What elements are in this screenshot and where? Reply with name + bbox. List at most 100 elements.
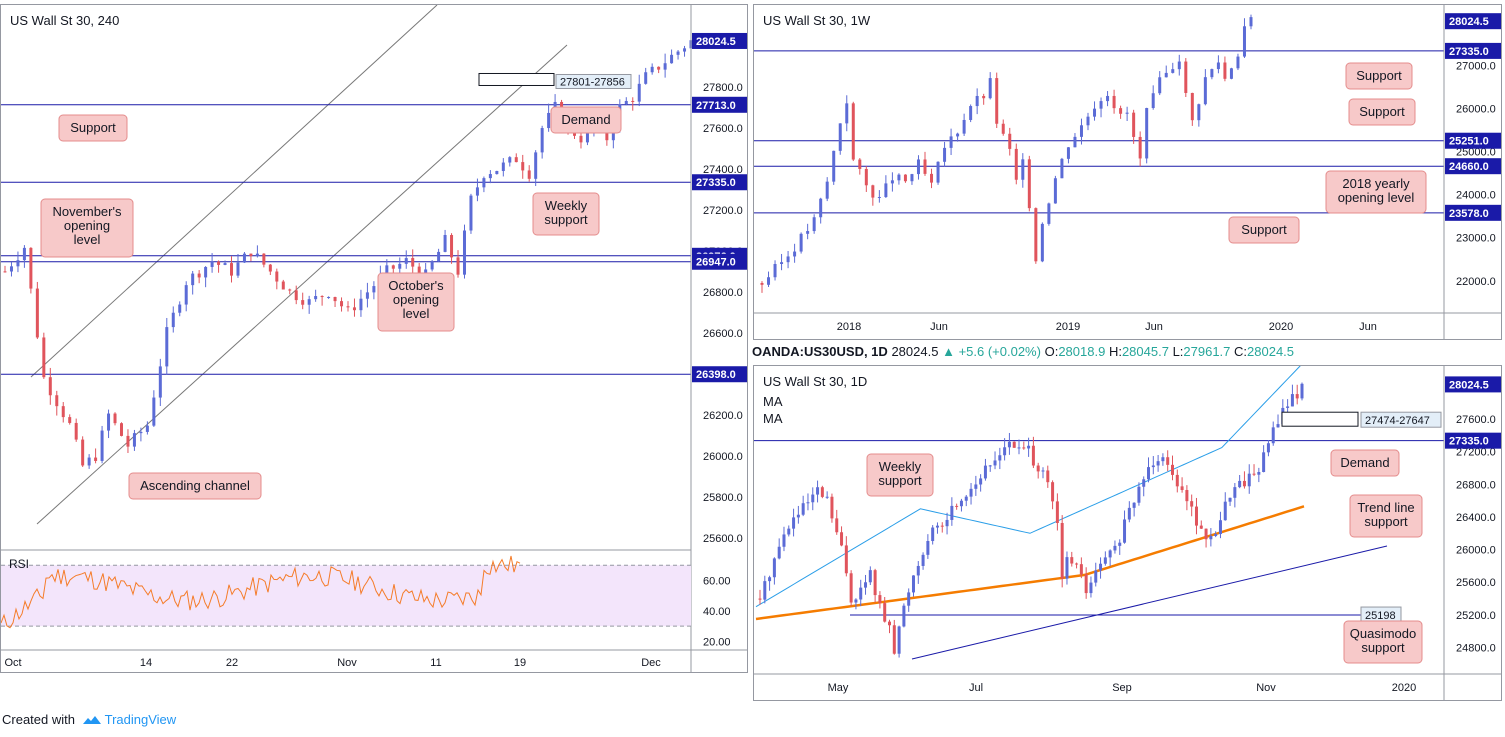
w-candle-18 (877, 197, 881, 199)
d-candle-85 (1166, 457, 1170, 465)
h4-chart[interactable]: 27801-27856 25600.0 25800.0 26000.0 26200.0 2… (1, 5, 748, 673)
w-candle-73 (1236, 56, 1240, 69)
h4-candle-41 (268, 264, 272, 272)
h4-candle-73 (475, 187, 479, 196)
h4-candle-16 (107, 413, 111, 431)
d-note-quasimodo-line-0: Quasimodo (1350, 626, 1416, 641)
d-candle-37 (935, 525, 939, 528)
h4-candle-97 (631, 100, 635, 102)
h4-candle-10 (68, 417, 72, 423)
w-x-tick-1: Jun (930, 321, 948, 333)
w-x-tick-5: Jun (1359, 321, 1377, 333)
w-candle-38 (1008, 133, 1012, 149)
d-candle-25 (878, 595, 882, 604)
w-candle-1 (767, 277, 771, 285)
h4-price-tag-0-bg (692, 32, 747, 49)
d-y-tick-4: 26400.0 (1456, 512, 1496, 524)
weekly-chart[interactable]: 22000.0 23000.0 24000.0 25000.0 26000.0 27000… (754, 5, 1502, 340)
d-candle-86 (1170, 464, 1174, 475)
h4-channel-lower (36, 44, 568, 525)
h4-candle-43 (281, 281, 285, 290)
d-candle-94 (1209, 535, 1213, 540)
d-candle-112 (1295, 394, 1299, 399)
h4-candle-75 (488, 174, 492, 179)
w-candle-28 (943, 147, 947, 162)
h4-candle-77 (501, 162, 505, 172)
h4-rsi-tick-2: 60.00 (703, 575, 731, 587)
h4-candle-31 (204, 266, 208, 278)
h4-zone-label: 27801-27856 (560, 76, 625, 88)
d-candle-61 (1051, 482, 1055, 502)
w-candle-54 (1112, 95, 1116, 109)
h4-candle-69 (450, 234, 454, 258)
d-candle-12 (816, 487, 820, 495)
daily-chart[interactable]: 27474-27647 25198 24800.0 25200.0 25600.0 260… (754, 366, 1502, 701)
d-candle-80 (1142, 479, 1146, 487)
h4-note-support-line-0: Support (70, 120, 116, 135)
h4-candle-52 (340, 301, 344, 307)
h4-candle-25 (165, 327, 169, 367)
d-candle-101 (1242, 480, 1246, 487)
d-candle-79 (1137, 486, 1141, 503)
d-y-tick-7: 27600.0 (1456, 414, 1496, 426)
d-candle-66 (1075, 563, 1079, 565)
w-candle-13 (845, 103, 849, 124)
w-price-tag-2-bg (1445, 132, 1501, 149)
d-candle-1 (763, 581, 767, 600)
d-candle-81 (1147, 467, 1151, 480)
w-price-tag-4-bg (1445, 204, 1501, 221)
d-candle-57 (1031, 445, 1035, 466)
w-candle-7 (806, 231, 810, 234)
legend-symbol: OANDA:US30USD, 1D (752, 344, 888, 359)
h4-candle-50 (327, 296, 331, 298)
d-candle-13 (820, 487, 824, 497)
w-price-tag-1: 27335.0 (1449, 46, 1489, 58)
w-candle-27 (936, 161, 940, 183)
h4-candle-60 (391, 265, 395, 269)
h4-price-tag-5-bg (692, 366, 747, 383)
h4-candle-62 (404, 258, 408, 264)
h4-candle-80 (521, 162, 525, 171)
w-candle-59 (1145, 108, 1149, 159)
d-candle-73 (1108, 550, 1112, 558)
w-candle-56 (1125, 112, 1129, 114)
w-candle-71 (1223, 62, 1227, 79)
w-candle-5 (793, 251, 797, 257)
d-candle-95 (1214, 534, 1218, 536)
w-note-yearly-line-0: 2018 yearly (1342, 176, 1410, 191)
w-note-yearly-box (1325, 170, 1427, 214)
h4-candle-104 (676, 51, 680, 55)
d-note-demand-line-0: Demand (1340, 455, 1389, 470)
h4-chart-panel[interactable]: 27801-27856 25600.0 25800.0 26000.0 26200.0 2… (0, 4, 748, 673)
h4-zone-label-bg (555, 73, 632, 89)
d-candle-3 (772, 558, 776, 578)
d-note-trend-box (1349, 494, 1423, 538)
w-candle-50 (1086, 116, 1090, 126)
d-candle-50 (998, 455, 1002, 461)
daily-chart-panel[interactable]: 27474-27647 25198 24800.0 25200.0 25600.0 260… (753, 365, 1502, 701)
h4-channel-upper (30, 5, 438, 378)
w-note-support-3-line-0: Support (1241, 222, 1287, 237)
legend-high: 28045.7 (1121, 344, 1169, 359)
d-candle-52 (1007, 441, 1011, 448)
d-candle-74 (1113, 545, 1117, 551)
d-y-tick-1: 25200.0 (1456, 610, 1496, 622)
w-candle-25 (923, 159, 927, 174)
h4-note-demand-line-0: Demand (561, 112, 610, 127)
d-candle-8 (796, 514, 800, 518)
h4-candle-68 (443, 234, 447, 252)
weekly-chart-panel[interactable]: 22000.0 23000.0 24000.0 25000.0 26000.0 27000… (753, 4, 1502, 340)
h4-candle-22 (145, 425, 149, 432)
h4-note-oct-open-line-1: opening (393, 292, 439, 307)
h4-candle-102 (663, 63, 667, 70)
w-candle-42 (1034, 208, 1038, 262)
w-candle-43 (1040, 223, 1044, 262)
w-candle-64 (1177, 61, 1181, 70)
d-candle-7 (792, 517, 796, 529)
h4-candle-48 (314, 296, 318, 300)
w-price-tag-4: 23578.0 (1449, 208, 1489, 220)
footer-brand[interactable]: TradingView (104, 712, 177, 727)
legend-h-label: H: (1108, 344, 1122, 359)
h4-candle-6 (42, 337, 46, 378)
w-candle-70 (1216, 62, 1220, 70)
